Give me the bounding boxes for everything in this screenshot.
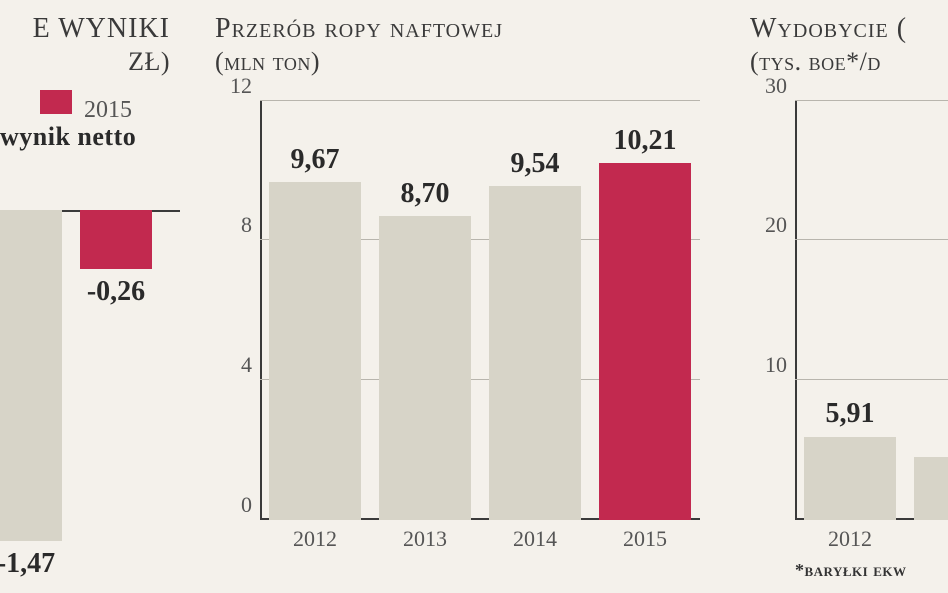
panel-wyniki: E WYNIKI ZŁ) 2015 wynik netto -1,47 -0,2… xyxy=(0,0,180,593)
panel2-bar-2013 xyxy=(379,216,471,520)
panel3-val-2012: 5,91 xyxy=(826,398,875,430)
panel1-title-line2: ZŁ) xyxy=(33,46,170,77)
panel1-title-line1: E WYNIKI xyxy=(33,12,170,46)
panel3-title-line1: Wydobycie ( xyxy=(750,12,907,46)
panel2-xtick-2012: 2012 xyxy=(293,526,337,552)
legend-year: 2015 xyxy=(84,97,132,123)
panel1-val-1: -1,47 xyxy=(0,548,55,580)
panel2-bar-2012 xyxy=(269,182,361,520)
panel3-xtick-2012: 2012 xyxy=(828,526,872,552)
panel2-xtick-2013: 2013 xyxy=(403,526,447,552)
panel2-val-2014: 9,54 xyxy=(511,148,560,180)
panel2-xtick-2015: 2015 xyxy=(623,526,667,552)
panel-przerob: Przerób ropy naftowej (mln ton) 0 4 8 12… xyxy=(215,0,715,593)
panel2-y-axis xyxy=(260,100,262,520)
panel3-ytick-20: 20 xyxy=(747,212,795,238)
panel3-footnote: *baryłki ekw xyxy=(795,560,907,581)
panel1-val-2: -0,26 xyxy=(87,276,145,308)
panel2-ytick-12: 12 xyxy=(212,73,260,99)
panel2-bar-2014 xyxy=(489,186,581,520)
panel1-plot: -1,47 -0,26 xyxy=(0,170,180,570)
panel2-ytick-4: 4 xyxy=(212,352,260,378)
panel2-xtick-2014: 2014 xyxy=(513,526,557,552)
legend-label: wynik netto xyxy=(0,122,136,151)
panel3-plot: 10 20 30 5,91 4, 2012 2 xyxy=(795,100,948,520)
panel2-ytick-8: 8 xyxy=(212,212,260,238)
panel3-bar-2 xyxy=(914,457,948,520)
panel2-title-line1: Przerób ropy naftowej xyxy=(215,12,503,46)
panel2-val-2015: 10,21 xyxy=(614,125,677,157)
panel3-grid-30 xyxy=(795,100,948,101)
panel3-bar-2012 xyxy=(804,437,896,520)
panel2-val-2012: 9,67 xyxy=(291,144,340,176)
panel3-grid-10 xyxy=(795,379,948,380)
panel2-val-2013: 8,70 xyxy=(401,178,450,210)
panel3-ytick-10: 10 xyxy=(747,352,795,378)
panel2-grid-12 xyxy=(260,100,700,101)
panel2-plot: 0 4 8 12 9,67 8,70 9,54 10,21 2012 2013 … xyxy=(260,100,700,520)
panel1-bar-2 xyxy=(80,210,152,269)
panel3-y-axis xyxy=(795,100,797,520)
panel1-bar-1 xyxy=(0,210,62,541)
panel2-ytick-0: 0 xyxy=(212,492,260,518)
panel3-ytick-30: 30 xyxy=(747,73,795,99)
panel3-grid-20 xyxy=(795,239,948,240)
panel2-bar-2015 xyxy=(599,163,691,520)
panel-wydobycie: Wydobycie ( (tys. boe*/d 10 20 30 5,91 4… xyxy=(750,0,948,593)
legend-swatch-2015 xyxy=(40,90,72,114)
